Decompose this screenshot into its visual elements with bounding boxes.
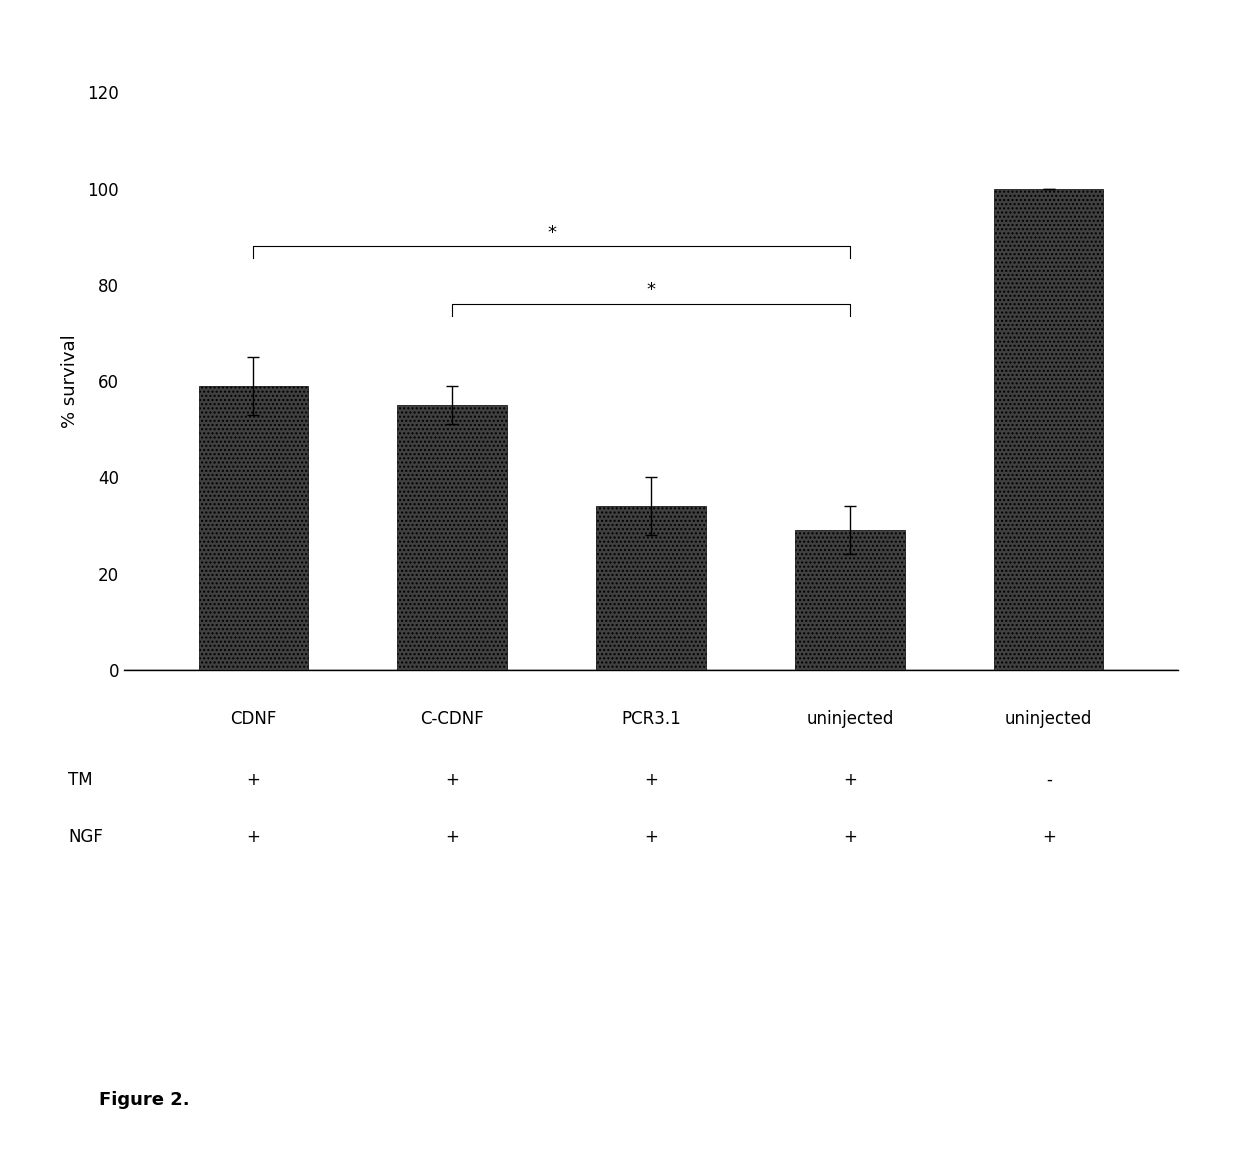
Text: PCR3.1: PCR3.1 <box>621 710 681 729</box>
Text: +: + <box>445 828 459 847</box>
Text: +: + <box>843 770 857 789</box>
Text: Figure 2.: Figure 2. <box>99 1090 190 1109</box>
Text: C-CDNF: C-CDNF <box>420 710 484 729</box>
Text: NGF: NGF <box>68 828 103 847</box>
Y-axis label: % survival: % survival <box>61 334 79 429</box>
Bar <box>994 188 1104 670</box>
Text: +: + <box>247 828 260 847</box>
Text: +: + <box>644 828 658 847</box>
Bar <box>198 386 308 670</box>
Text: +: + <box>445 770 459 789</box>
Bar <box>596 506 706 670</box>
Text: -: - <box>1045 770 1052 789</box>
Text: +: + <box>644 770 658 789</box>
Text: *: * <box>547 224 556 241</box>
Text: uninjected: uninjected <box>1006 710 1092 729</box>
Bar <box>795 530 904 670</box>
Text: *: * <box>646 282 656 299</box>
Text: uninjected: uninjected <box>806 710 894 729</box>
Text: +: + <box>843 828 857 847</box>
Bar <box>398 405 507 670</box>
Text: +: + <box>1042 828 1055 847</box>
Text: TM: TM <box>68 770 93 789</box>
Text: CDNF: CDNF <box>231 710 277 729</box>
Text: +: + <box>247 770 260 789</box>
